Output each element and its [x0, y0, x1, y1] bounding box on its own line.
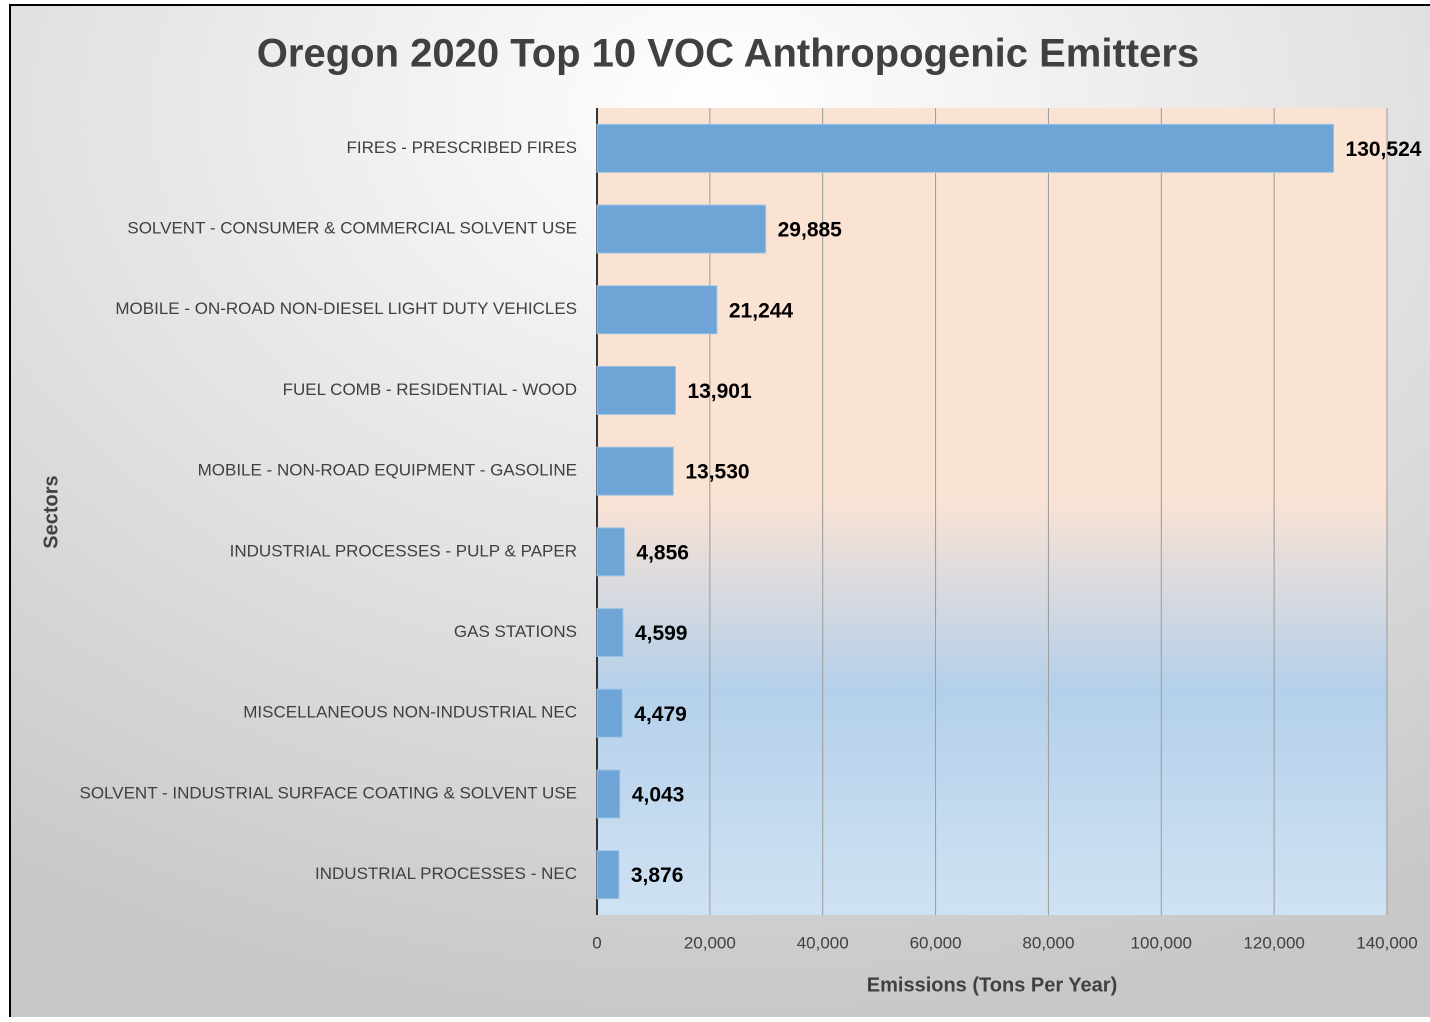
data-label: 130,524 — [1346, 138, 1422, 161]
y-axis-title: Sectors — [40, 475, 62, 548]
bar — [596, 204, 767, 254]
data-label: 4,856 — [636, 541, 689, 564]
y-tick-label: INDUSTRIAL PROCESSES - NEC — [315, 864, 577, 883]
chart-title: Oregon 2020 Top 10 VOC Anthropogenic Emi… — [257, 32, 1199, 76]
x-tick-label: 40,000 — [797, 933, 849, 952]
x-tick-label: 140,000 — [1356, 933, 1417, 952]
data-label: 4,599 — [635, 622, 688, 645]
data-label: 4,479 — [634, 703, 687, 726]
bar — [596, 527, 625, 577]
y-tick-label: FUEL COMB - RESIDENTIAL - WOOD — [283, 380, 577, 399]
y-tick-label: MOBILE - ON-ROAD NON-DIESEL LIGHT DUTY V… — [115, 299, 577, 318]
bar — [596, 365, 676, 415]
data-label: 29,885 — [778, 219, 843, 242]
x-axis-title: Emissions (Tons Per Year) — [867, 974, 1117, 996]
x-tick-label: 80,000 — [1022, 933, 1074, 952]
y-tick-label: GAS STATIONS — [454, 622, 577, 641]
x-tick-label: 20,000 — [684, 933, 736, 952]
y-tick-label: MOBILE - NON-ROAD EQUIPMENT - GASOLINE — [198, 461, 577, 480]
bar — [596, 608, 624, 658]
x-tick-label: 0 — [592, 933, 601, 952]
y-tick-label: INDUSTRIAL PROCESSES - PULP & PAPER — [230, 541, 577, 560]
y-tick-label: SOLVENT - INDUSTRIAL SURFACE COATING & S… — [79, 783, 577, 802]
data-label: 4,043 — [632, 783, 685, 806]
x-tick-label: 120,000 — [1243, 933, 1304, 952]
data-label: 21,244 — [729, 299, 794, 322]
data-label: 13,530 — [685, 461, 749, 484]
bar — [596, 446, 674, 496]
bar — [596, 688, 623, 738]
x-tick-label: 100,000 — [1131, 933, 1192, 952]
bar — [596, 285, 718, 335]
y-tick-label: MISCELLANEOUS NON-INDUSTRIAL NEC — [243, 703, 577, 722]
data-label: 3,876 — [631, 864, 684, 887]
y-tick-label: FIRES - PRESCRIBED FIRES — [347, 138, 577, 157]
data-label: 13,901 — [687, 380, 752, 403]
bar — [596, 123, 1335, 173]
y-tick-label: SOLVENT - CONSUMER & COMMERCIAL SOLVENT … — [127, 219, 577, 238]
x-tick-label: 60,000 — [910, 933, 962, 952]
bar — [596, 769, 621, 819]
bar — [596, 850, 620, 900]
